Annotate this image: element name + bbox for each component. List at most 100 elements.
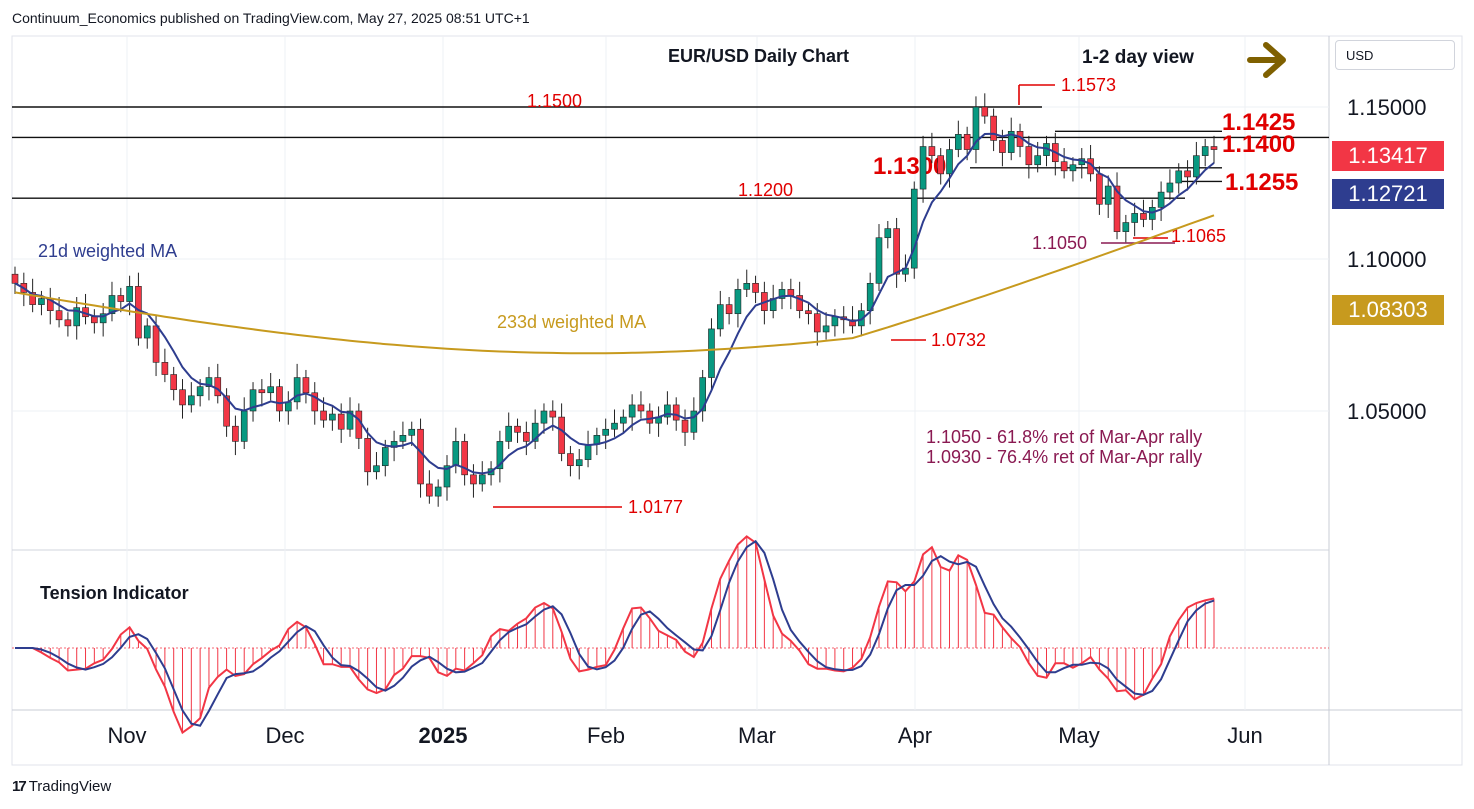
- candle-body: [831, 316, 839, 327]
- candle-body: [919, 146, 927, 190]
- candle-body: [567, 453, 574, 467]
- candle-body: [302, 377, 310, 394]
- candle-body: [972, 106, 980, 150]
- x-tick-label: May: [1058, 723, 1100, 748]
- candle-body: [1007, 131, 1015, 153]
- last-price-tag: 1.13417: [1332, 141, 1444, 171]
- candle-body: [725, 304, 733, 315]
- candle-body: [170, 374, 177, 391]
- low-label: 1.1065: [1171, 226, 1226, 246]
- candle-body: [646, 410, 654, 424]
- low-label: 1.0732: [931, 330, 986, 350]
- candle-body: [672, 404, 680, 421]
- y-tick-label: 1.05000: [1347, 399, 1427, 424]
- candle-body: [1104, 185, 1112, 205]
- candle-body: [699, 377, 706, 412]
- ma233-line: [14, 214, 1215, 355]
- candle-body: [1096, 173, 1103, 205]
- candle-body: [637, 404, 645, 412]
- candle-body: [1069, 164, 1077, 172]
- tradingview-logo-icon: 17: [12, 778, 27, 795]
- candle-body: [126, 286, 133, 302]
- tradingview-footer[interactable]: 17 TradingView: [12, 778, 111, 795]
- tension-label: Tension Indicator: [40, 583, 189, 603]
- candle-body: [937, 155, 944, 175]
- candle-body: [64, 319, 72, 327]
- candle-body: [1034, 155, 1041, 166]
- tension-indicator: [12, 535, 1329, 735]
- x-tick-label: 2025: [419, 723, 468, 748]
- candle-body: [893, 228, 900, 275]
- candle-body: [531, 422, 539, 442]
- candle-body: [329, 413, 336, 421]
- candle-body: [946, 149, 953, 175]
- candle-body: [796, 295, 803, 311]
- candle-body: [1131, 213, 1138, 223]
- candle-body: [223, 395, 230, 427]
- tradingview-brand: TradingView: [28, 778, 112, 795]
- candle-body: [1201, 146, 1209, 156]
- candle-body: [91, 316, 98, 324]
- candle-body: [55, 310, 63, 321]
- candle-body: [258, 389, 266, 394]
- x-tick-label: Nov: [107, 723, 146, 748]
- candle-body: [664, 404, 671, 418]
- candle-body: [875, 237, 883, 284]
- high-label: 1.1573: [1061, 75, 1116, 95]
- candle-body: [805, 310, 812, 315]
- candle-body: [690, 410, 698, 433]
- candle-body: [849, 319, 856, 327]
- candle-body: [108, 295, 116, 315]
- candle-body: [1175, 170, 1183, 184]
- candle-body: [399, 435, 407, 442]
- candle-body: [73, 307, 81, 327]
- candle-body: [1113, 185, 1121, 232]
- candle-body: [681, 419, 689, 433]
- candle-body: [461, 441, 468, 476]
- candle-body: [38, 298, 45, 305]
- low-label: 1.0177: [628, 497, 683, 517]
- ma233-label: 233d weighted MA: [497, 312, 646, 332]
- tension-fast-line: [15, 535, 1215, 735]
- candles: [11, 93, 1218, 507]
- candle-body: [1157, 191, 1165, 208]
- candle-body: [29, 292, 36, 305]
- candle-body: [708, 328, 715, 378]
- candle-body: [496, 441, 504, 470]
- candle-body: [558, 416, 565, 454]
- candle-body: [205, 377, 213, 387]
- candle-body: [743, 283, 751, 290]
- candle-body: [505, 425, 513, 442]
- candle-body: [999, 140, 1006, 153]
- candle-body: [1184, 170, 1191, 178]
- candle-body: [1193, 155, 1200, 178]
- retracement-note: 1.0930 - 76.4% ret of Mar-Apr rally: [926, 447, 1202, 467]
- level-label: 1.1200: [738, 180, 793, 200]
- candle-body: [337, 413, 345, 430]
- currency-selector[interactable]: USD: [1335, 40, 1455, 70]
- candle-body: [143, 325, 151, 339]
- candle-body: [364, 438, 371, 473]
- x-tick-label: Mar: [738, 723, 776, 748]
- candle-body: [1140, 213, 1147, 220]
- candle-body: [540, 410, 548, 424]
- candle-body: [981, 106, 989, 117]
- candle-body: [1210, 146, 1218, 150]
- candle-body: [188, 395, 195, 406]
- candle-body: [293, 377, 301, 403]
- x-tick-label: Dec: [265, 723, 304, 748]
- candle-body: [1166, 182, 1174, 193]
- x-tick-label: Feb: [587, 723, 625, 748]
- candle-body: [575, 459, 583, 467]
- candle-body: [417, 428, 424, 485]
- candle-body: [478, 474, 486, 485]
- candle-body: [11, 273, 19, 284]
- candle-body: [408, 428, 416, 436]
- candle-body: [955, 134, 962, 150]
- candle-body: [1060, 161, 1068, 172]
- level-label: 1.1255: [1225, 169, 1298, 196]
- candle-body: [470, 474, 477, 485]
- candle-body: [179, 389, 186, 406]
- candle-body: [620, 416, 627, 424]
